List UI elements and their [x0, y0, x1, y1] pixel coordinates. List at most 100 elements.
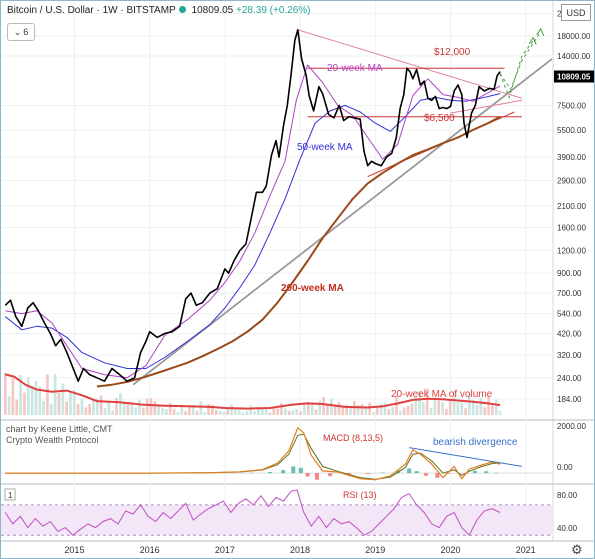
- line-proj-a: [499, 40, 534, 99]
- volume-bar: [498, 410, 502, 415]
- volume-bar: [130, 403, 134, 415]
- credit-line-1: chart by Keene Little, CMT: [6, 424, 113, 434]
- volume-bar: [19, 375, 22, 415]
- volume-bar: [287, 410, 291, 415]
- divergence-line: [409, 447, 522, 467]
- resistance-label: $12,000: [434, 47, 471, 58]
- macd-histogram-bar: [346, 473, 351, 475]
- volume-bar: [414, 396, 418, 415]
- volume-bar: [76, 403, 80, 415]
- macd-tick-0: 0.00: [557, 463, 573, 472]
- volume-bar: [142, 407, 145, 415]
- volume-bar: [161, 407, 164, 415]
- rsi-band-fill: [1, 504, 553, 536]
- price-tick-label: 7500.00: [557, 101, 586, 110]
- volume-bar: [119, 393, 122, 415]
- volume-bar: [356, 405, 360, 415]
- volume-bar: [303, 404, 306, 415]
- price-axis-ticks: 184.00 240.00 320.00 420.00 540.00 700.00 900.…: [557, 9, 591, 403]
- volume-bar: [7, 396, 11, 415]
- volume-bar: [222, 412, 226, 415]
- symbol-header: Bitcoin / U.S. Dollar · 1W · BITSTAMP 10…: [7, 5, 311, 16]
- volume-bar: [260, 408, 264, 415]
- price-tick-label: 900.00: [557, 269, 582, 278]
- price-tick-label: 420.00: [557, 330, 582, 339]
- volume-bar: [38, 386, 42, 415]
- time-tick-label: 2015: [64, 545, 84, 555]
- volume-bar: [30, 386, 34, 415]
- volume-bar: [372, 411, 375, 415]
- last-price-label: 10809.05: [557, 73, 591, 82]
- volume-bar: [153, 401, 157, 415]
- volume-bar: [283, 408, 287, 415]
- price-tick-label: 1200.00: [557, 246, 586, 255]
- volume-bar: [26, 377, 30, 415]
- volume-bar: [172, 408, 176, 415]
- volume-bar: [84, 407, 88, 415]
- time-axis-ticks: 2015 2016 2017 2018 2019 2020 2021: [64, 545, 535, 555]
- volume-bar: [471, 400, 475, 415]
- ma50-label: 50-week MA: [297, 142, 353, 153]
- volume-bar: [368, 402, 372, 415]
- volume-bar: [157, 404, 161, 415]
- volume-bar: [245, 410, 249, 415]
- volume-bar: [345, 404, 348, 415]
- gear-icon[interactable]: ⚙: [571, 542, 583, 557]
- volume-bar: [115, 397, 118, 415]
- volume-bar: [126, 403, 130, 415]
- volume-bar: [479, 397, 483, 415]
- price-tick-label: 184.00: [557, 395, 582, 404]
- macd-histogram-bar: [395, 470, 400, 474]
- series-ma200: [96, 115, 501, 388]
- volume-bar: [168, 402, 172, 415]
- volume-bar: [199, 401, 203, 415]
- volume-bar: [69, 392, 72, 415]
- currency-badge[interactable]: USD: [561, 4, 591, 21]
- projection-arrowhead: [528, 36, 537, 45]
- macd-histogram-bar: [281, 470, 286, 474]
- volume-bar: [218, 410, 222, 415]
- volume-bar: [487, 396, 490, 415]
- rsi-tick-80: 80.00: [557, 491, 578, 500]
- volume-bar: [149, 398, 153, 415]
- macd-histogram-bar: [472, 470, 477, 474]
- volume-bar: [34, 381, 38, 415]
- indicator-toggle[interactable]: ⌄ 6: [7, 23, 35, 41]
- volume-bar: [337, 401, 341, 415]
- volume-bar: [15, 399, 19, 415]
- macd-histogram-bar: [446, 473, 451, 474]
- volume-bar: [211, 404, 214, 415]
- volume-bar: [349, 407, 352, 415]
- volume-bar: [387, 409, 391, 415]
- price-tick-label: 240.00: [557, 374, 582, 383]
- time-tick-label: 2016: [140, 545, 160, 555]
- volume-bar: [280, 402, 283, 415]
- volume-bar: [138, 399, 141, 415]
- price-tick-label: 320.00: [557, 351, 582, 360]
- volume-bar: [53, 374, 57, 415]
- price-change: +28.39 (+0.26%): [236, 5, 311, 16]
- volume-bar: [468, 393, 471, 415]
- volume-bar: [241, 412, 245, 415]
- ma200-label: 200-week MA: [281, 283, 344, 294]
- last-price-badge: [554, 70, 594, 83]
- volume-ma-line: [5, 373, 501, 410]
- volume-bar: [460, 402, 464, 415]
- price-tick-label: 2900.00: [557, 177, 586, 186]
- volume-bar: [184, 411, 187, 415]
- volume-bar: [237, 410, 241, 415]
- volume-bar: [249, 405, 253, 415]
- volume-bar: [429, 408, 433, 415]
- volume-bar: [188, 406, 191, 415]
- support-label: $6,500: [424, 113, 455, 124]
- ma20-label: 20-week MA: [327, 63, 383, 74]
- volume-bar: [491, 405, 494, 415]
- price-tick-label: 18000.00: [557, 32, 591, 41]
- volume-bar: [433, 398, 437, 415]
- volume-bar: [475, 404, 479, 415]
- volume-bar: [395, 395, 398, 415]
- rsi-panel-badge[interactable]: [4, 488, 16, 501]
- volume-bar: [165, 409, 168, 415]
